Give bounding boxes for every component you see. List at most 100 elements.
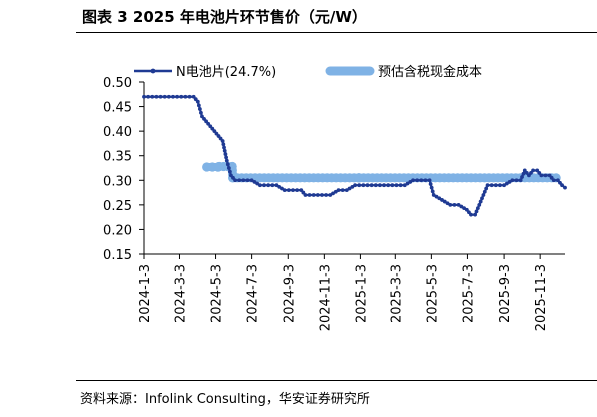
x-tick-label: 2025-11-3 xyxy=(534,264,549,331)
series-point-n-cell xyxy=(428,182,433,186)
y-ticks: 0.50 0.45 0.40 0.35 0.30 0.25 0.20 0.15 xyxy=(103,76,144,263)
series-point-n-cell xyxy=(485,183,490,188)
series-point-n-cell xyxy=(142,94,146,99)
series-point-n-cell xyxy=(469,212,473,217)
y-tick-label: 0.30 xyxy=(103,174,132,189)
series-point-n-cell xyxy=(520,175,524,179)
series-point-n-cell xyxy=(225,162,230,167)
axes xyxy=(143,82,565,255)
series-point-n-cell xyxy=(560,183,564,188)
series-point-n-cell xyxy=(222,148,227,153)
series-point-n-cell xyxy=(521,171,526,176)
x-tick-label: 2025-1-3 xyxy=(354,264,369,323)
series-point-n-cell xyxy=(328,193,333,197)
series-point-n-cell xyxy=(187,94,192,99)
series-point-n-cell xyxy=(222,145,226,150)
series-point-n-cell xyxy=(459,204,464,209)
top-rule xyxy=(76,32,597,33)
series-point-n-cell xyxy=(390,183,395,188)
series-point-n-cell xyxy=(434,194,439,199)
series-point-n-cell xyxy=(430,189,435,194)
series-point-n-cell xyxy=(227,169,232,174)
series-point-n-cell xyxy=(252,180,257,184)
series-point-n-cell xyxy=(440,198,444,202)
series-point-n-cell xyxy=(507,180,512,184)
series-point-n-cell xyxy=(257,183,262,188)
series-point-n-cell xyxy=(543,173,548,178)
series-point-n-cell xyxy=(199,110,203,115)
series-point-n-cell xyxy=(473,212,478,217)
series-point-n-cell xyxy=(478,199,483,204)
series-point-n-cell xyxy=(171,94,175,99)
y-tick-label: 0.45 xyxy=(103,101,132,116)
series-point-n-cell xyxy=(361,183,366,188)
series-point-n-cell xyxy=(475,206,480,211)
series-point-n-cell xyxy=(241,178,246,183)
series-point-n-cell xyxy=(286,188,291,193)
series-point-n-cell xyxy=(224,155,228,160)
series-point-n-cell xyxy=(196,103,201,108)
series-point-n-cell xyxy=(378,183,382,188)
series-point-n-cell xyxy=(357,183,362,188)
series-point-n-cell xyxy=(411,178,415,183)
series-point-n-cell xyxy=(315,193,320,197)
series-point-n-cell xyxy=(445,201,450,206)
series-point-n-cell xyxy=(280,186,284,191)
series-point-n-cell xyxy=(295,188,300,193)
series-point-n-cell xyxy=(402,183,407,188)
series-point-n-cell xyxy=(484,186,489,191)
series-point-n-cell xyxy=(307,193,312,197)
price-line-chart: N电池片(24.7%) 预估含税现金成本 0.50 0.45 0.40 0.35 0.3… xyxy=(103,64,567,331)
series-point-n-cell xyxy=(489,183,494,188)
y-tick-label: 0.20 xyxy=(103,223,132,238)
series-point-n-cell xyxy=(220,139,225,143)
figure-source: 资料来源：Infolink Consulting，华安证券研究所 xyxy=(80,392,370,407)
series-point-n-cell xyxy=(183,94,188,99)
series-point-n-cell xyxy=(482,189,487,194)
y-tick-label: 0.50 xyxy=(103,76,132,91)
series-point-n-cell xyxy=(146,94,151,99)
series-point-n-cell xyxy=(233,178,237,183)
series-point-n-cell xyxy=(514,178,519,183)
series-point-n-cell xyxy=(249,178,254,183)
series-point-n-cell xyxy=(480,196,484,201)
series-point-n-cell xyxy=(347,186,352,191)
series-point-n-cell xyxy=(504,181,509,186)
series-point-n-cell xyxy=(277,184,282,189)
legend-label-n-cell: N电池片(24.7%) xyxy=(176,65,276,80)
x-ticks: 2024-1-3 2024-3-3 2024-5-3 2024-7-3 2024-9-3… xyxy=(138,254,549,331)
series-point-n-cell xyxy=(195,99,200,104)
series-point-n-cell xyxy=(481,193,486,197)
series-point-n-cell xyxy=(429,185,434,190)
series-point-n-cell xyxy=(179,94,184,99)
series-point-n-cell xyxy=(419,178,424,183)
series-point-n-cell xyxy=(386,183,391,188)
figure-title: 图表 3 2025 年电池片环节售价（元/W） xyxy=(82,8,367,26)
series-point-n-cell xyxy=(224,158,229,163)
series-point-n-cell xyxy=(369,183,374,188)
series-point-n-cell xyxy=(423,178,428,183)
series-point-n-cell xyxy=(166,94,171,99)
series-point-n-cell xyxy=(270,183,275,188)
x-tick-label: 2024-9-3 xyxy=(282,264,297,323)
series-point-n-cell xyxy=(175,94,180,99)
series-layer xyxy=(142,94,567,217)
x-tick-label: 2024-11-3 xyxy=(318,264,333,331)
bottom-rule xyxy=(76,380,597,381)
series-point-n-cell xyxy=(498,183,502,188)
series-point-n-cell xyxy=(197,107,202,111)
y-tick-label: 0.35 xyxy=(103,150,132,165)
series-point-n-cell xyxy=(340,188,345,193)
series-point-n-cell xyxy=(405,181,410,186)
series-point-n-cell xyxy=(452,202,457,207)
series-point-n-cell xyxy=(493,183,498,188)
series-point-n-cell xyxy=(437,196,442,201)
x-tick-label: 2025-3-3 xyxy=(389,264,404,323)
series-point-n-cell xyxy=(510,178,515,183)
x-tick-label: 2025-9-3 xyxy=(498,264,513,323)
series-point-n-cell xyxy=(158,94,163,99)
series-point-n-cell xyxy=(291,188,295,193)
series-point-n-cell xyxy=(442,199,447,204)
series-point-n-cell xyxy=(382,183,386,188)
legend-label-cost: 预估含税现金成本 xyxy=(378,64,482,80)
